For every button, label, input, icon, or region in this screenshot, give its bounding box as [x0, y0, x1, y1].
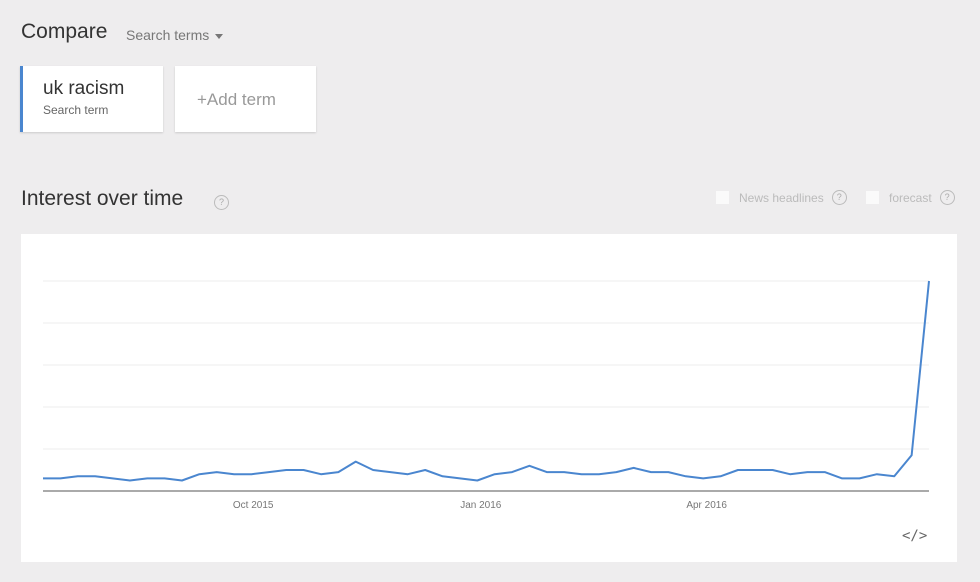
- news-headlines-option[interactable]: News headlines ?: [716, 190, 847, 205]
- x-tick-label: Apr 2016: [686, 500, 727, 511]
- news-headlines-checkbox[interactable]: [716, 191, 729, 204]
- help-icon[interactable]: ?: [214, 195, 229, 210]
- forecast-checkbox[interactable]: [866, 191, 879, 204]
- chart-svg: Oct 2015 Jan 2016 Apr 2016: [42, 280, 930, 511]
- embed-code-icon[interactable]: </>: [902, 528, 928, 544]
- forecast-label: forecast: [889, 190, 932, 205]
- compare-title: Compare: [21, 20, 108, 43]
- forecast-option[interactable]: forecast ?: [866, 190, 955, 205]
- term-name: uk racism: [43, 78, 125, 99]
- x-tick-label: Jan 2016: [460, 500, 502, 511]
- search-terms-dropdown[interactable]: Search terms: [126, 27, 224, 43]
- term-type: Search term: [43, 103, 109, 117]
- add-term-label: +Add term: [197, 90, 276, 109]
- add-term-button[interactable]: +Add term: [175, 66, 316, 132]
- interest-chart: Oct 2015 Jan 2016 Apr 2016: [21, 234, 957, 562]
- help-icon[interactable]: ?: [831, 190, 847, 205]
- x-tick-label: Oct 2015: [233, 500, 274, 511]
- search-terms-label: Search terms: [126, 27, 210, 43]
- news-headlines-label: News headlines: [739, 190, 824, 205]
- series-line: [43, 280, 930, 482]
- caret-down-icon: [215, 33, 224, 39]
- section-title: Interest over time: [21, 187, 184, 210]
- search-term-card[interactable]: uk racism Search term: [20, 66, 163, 132]
- help-icon[interactable]: ?: [939, 190, 955, 205]
